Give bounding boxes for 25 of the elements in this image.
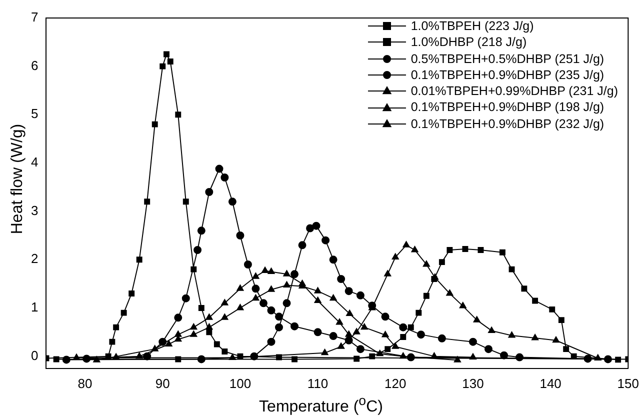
x-tick-label: 100 xyxy=(229,376,252,391)
y-axis-title: Heat flow (W/g) xyxy=(9,122,27,236)
legend-label: 0.1%TBPEH+0.9%DHBP (198 J/g) xyxy=(410,99,604,116)
y-tick-label: 7 xyxy=(30,10,38,25)
legend-label: 0.1%TBPEH+0.9%DHBP (232 J/g) xyxy=(410,116,604,132)
x-tick-label: 140 xyxy=(540,376,562,391)
x-tick-label: 130 xyxy=(462,376,484,391)
y-tick-label: 2 xyxy=(30,251,38,266)
legend-label: 0.1%TBPEH+0.9%DHBP (235 J/g) xyxy=(410,66,604,84)
y-tick-label: 5 xyxy=(30,106,38,122)
y-tick-label: 0 xyxy=(30,348,38,363)
x-tick-label: 120 xyxy=(384,376,406,391)
legend-label: 1.0%TBPEH (223 J/g) xyxy=(410,18,534,34)
y-tick-label: 6 xyxy=(30,58,38,73)
y-tick-label: 3 xyxy=(30,202,38,218)
y-tick-label: 1 xyxy=(30,300,38,315)
legend-label: 0.5%TBPEH+0.5%DHBP (251 J/g) xyxy=(410,50,604,67)
x-tick-label: 90 xyxy=(155,376,170,391)
x-axis-title: Temperature ($^{o}$C) xyxy=(258,393,384,416)
legend-label: 0.01%TBPEH+0.99%DHBP (231 J/g) xyxy=(410,83,618,100)
y-tick-label: 4 xyxy=(30,154,38,170)
legend-label: 1.0%DHBP (218 J/g) xyxy=(410,34,527,51)
x-tick-label: 150 xyxy=(617,376,640,391)
x-tick-label: 80 xyxy=(78,376,92,391)
x-tick-label: 110 xyxy=(307,376,328,391)
